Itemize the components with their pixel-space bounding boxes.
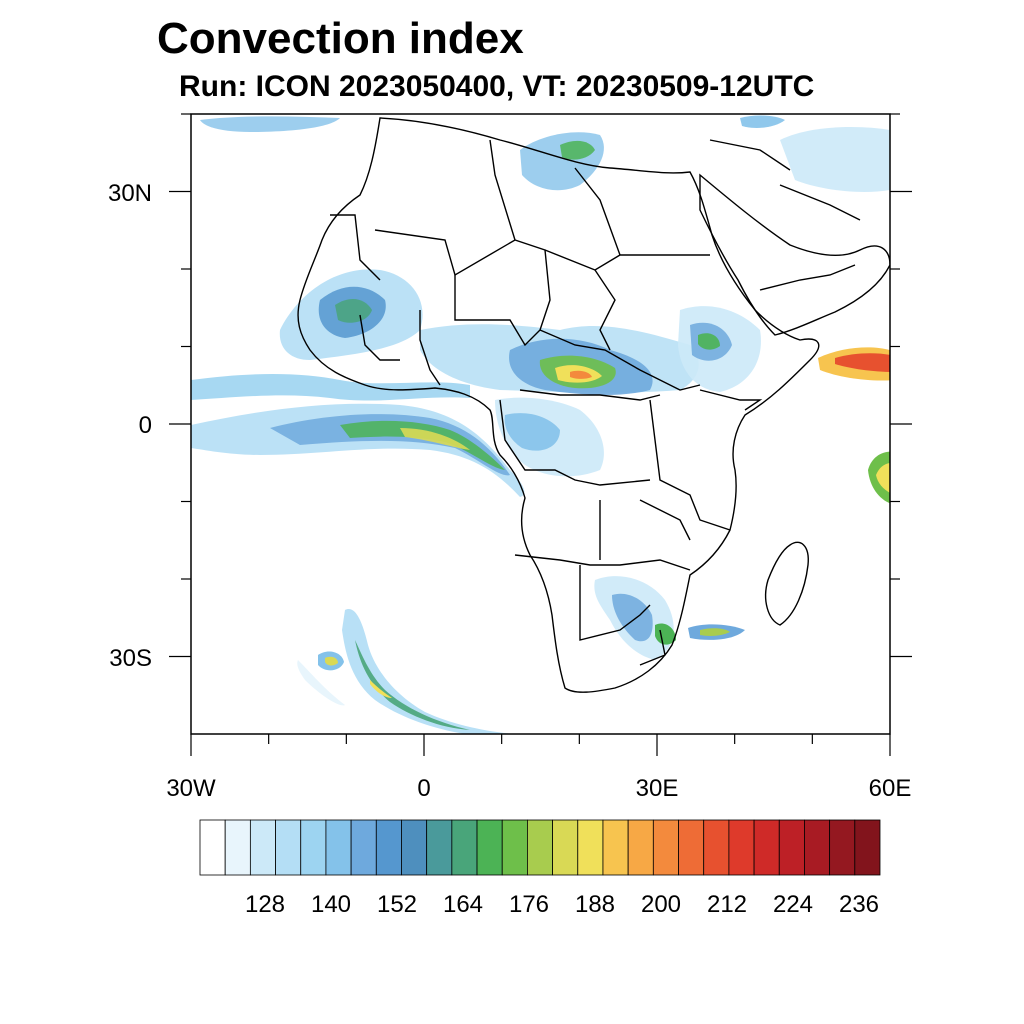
field-southern-africa-mid: [612, 593, 653, 642]
field-madagascar-east-core: [700, 628, 730, 636]
colorbar-swatch: [627, 819, 654, 876]
lat-label-30s: 30S: [109, 645, 152, 672]
lat-label-30n: 30N: [108, 180, 152, 207]
border-20: [759, 264, 856, 291]
field-south-atlantic-front-core: [370, 680, 392, 698]
field-eq-band-peak: [400, 428, 470, 450]
border-19: [639, 629, 666, 666]
colorbar-label-236: 236: [839, 891, 879, 918]
field-west-africa-inner: [335, 298, 372, 323]
lat-label-0: 0: [139, 412, 152, 439]
map-axis-labels: 30W 0 30E 60E 30N 0 30S: [108, 180, 911, 802]
colorbar-swatch: [501, 819, 528, 876]
colorbar-swatch: [401, 819, 428, 876]
colorbar-swatch: [778, 819, 805, 876]
border-3: [454, 275, 541, 347]
colorbar-labels: 128 140 152 164 176 188 200 212 224 236: [245, 891, 879, 918]
colorbar-swatch: [249, 819, 276, 876]
border-13: [649, 399, 731, 531]
border-11: [519, 389, 661, 401]
field-eq-band-mid: [270, 414, 510, 476]
field-south-atlantic-swirl-core: [325, 656, 338, 666]
field-med-green: [560, 140, 595, 160]
colorbar-swatch: [753, 819, 780, 876]
border-18: [639, 499, 691, 541]
field-middle-east: [780, 127, 890, 192]
colorbar-label-176: 176: [509, 891, 549, 918]
colorbar-swatch: [552, 819, 579, 876]
border-10: [539, 329, 701, 391]
colorbar-swatch: [804, 819, 831, 876]
convection-field: [191, 115, 890, 734]
field-ethiopia-inner: [698, 333, 720, 350]
border-4: [544, 249, 710, 271]
border-14: [699, 389, 763, 411]
colorbar-swatch: [224, 819, 251, 876]
colorbar-swatch: [426, 819, 453, 876]
field-med: [520, 132, 604, 191]
border-16: [579, 565, 651, 641]
colorbar-swatch: [703, 819, 730, 876]
field-cyclone-inner: [876, 463, 890, 493]
lon-label-30e: 30E: [636, 775, 679, 802]
coastlines-and-borders: [297, 117, 890, 693]
colorbar-label-212: 212: [707, 891, 747, 918]
map-title: Convection index: [157, 14, 524, 63]
border-7: [574, 167, 621, 256]
border-9: [359, 314, 400, 361]
africa-coastline: [297, 117, 820, 693]
border-21: [779, 184, 861, 221]
border-5: [594, 269, 616, 351]
colorbar-swatch: [602, 819, 629, 876]
lon-label-60e: 60E: [869, 775, 912, 802]
field-south-atlantic-front: [342, 609, 514, 734]
colorbar-swatch: [451, 819, 478, 876]
lon-label-0: 0: [417, 775, 430, 802]
colorbar-swatch: [577, 819, 604, 876]
field-north-atlantic: [200, 116, 340, 132]
field-arabian-sea-inner: [835, 353, 890, 372]
colorbar-swatch: [375, 819, 402, 876]
colorbar-label-224: 224: [773, 891, 813, 918]
border-1: [330, 214, 381, 281]
field-eq-band-core: [340, 420, 505, 470]
colorbar-label-188: 188: [575, 891, 615, 918]
border-22: [709, 139, 791, 171]
colorbar-label-164: 164: [443, 891, 483, 918]
border-6: [489, 139, 516, 241]
field-central-orange: [570, 370, 592, 379]
colorbar-label-152: 152: [377, 891, 417, 918]
colorbar-swatch: [199, 819, 226, 876]
colorbar-label-140: 140: [311, 891, 351, 918]
field-south-atlantic-trail: [297, 660, 345, 706]
colorbar-swatch: [275, 819, 302, 876]
colorbar-swatch: [476, 819, 503, 876]
border-12: [499, 399, 651, 486]
madagascar-coastline: [764, 541, 809, 626]
field-turkey: [740, 115, 785, 128]
colorbar-swatch: [652, 819, 679, 876]
arabia-coastline: [699, 173, 890, 336]
colorbar-swatch: [527, 819, 553, 876]
field-congo-mid: [504, 413, 560, 451]
field-southern-africa-core: [655, 623, 676, 645]
map-ticks: [169, 113, 912, 756]
colorbar-swatch: [829, 819, 856, 876]
field-south-atlantic-front-mid: [355, 640, 470, 730]
colorbar-label-128: 128: [245, 891, 285, 918]
colorbar-swatch: [300, 819, 327, 876]
field-atlantic-itcz: [191, 374, 470, 401]
colorbar-swatch: [325, 819, 352, 876]
colorbar: [199, 819, 881, 876]
colorbar-swatch: [350, 819, 377, 876]
border-15: [514, 554, 691, 571]
colorbar-label-200: 200: [641, 891, 681, 918]
colorbar-swatch: [728, 819, 755, 876]
border-8: [419, 310, 441, 386]
colorbar-swatch: [854, 819, 881, 876]
colorbar-swatch: [678, 819, 705, 876]
map-subtitle: Run: ICON 2023050400, VT: 20230509-12UTC: [179, 70, 815, 103]
lon-label-30w: 30W: [166, 775, 216, 802]
